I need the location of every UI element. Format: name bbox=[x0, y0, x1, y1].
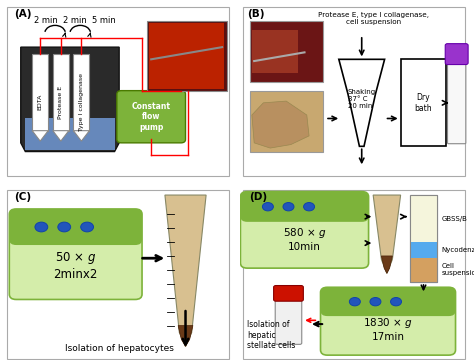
Text: Protease E: Protease E bbox=[58, 86, 64, 119]
Circle shape bbox=[58, 222, 71, 232]
Circle shape bbox=[283, 202, 294, 211]
Text: Nycodenz: Nycodenz bbox=[442, 247, 474, 253]
Bar bbox=[250, 21, 323, 82]
Circle shape bbox=[370, 297, 381, 306]
Bar bbox=[73, 54, 90, 131]
FancyBboxPatch shape bbox=[273, 285, 303, 301]
Text: 2 min  2 min  5 min: 2 min 2 min 5 min bbox=[35, 16, 116, 25]
Text: GBSS/B: GBSS/B bbox=[442, 215, 468, 222]
Text: 50 × $g$
2minx2: 50 × $g$ 2minx2 bbox=[54, 250, 98, 281]
Circle shape bbox=[303, 202, 315, 211]
Text: Constant
flow
pump: Constant flow pump bbox=[132, 102, 171, 132]
FancyBboxPatch shape bbox=[447, 55, 466, 144]
Text: 580 × $g$
10min: 580 × $g$ 10min bbox=[283, 226, 326, 252]
Text: (C): (C) bbox=[14, 191, 31, 202]
Text: EDTA: EDTA bbox=[38, 94, 43, 110]
Bar bbox=[32, 54, 48, 131]
Bar bbox=[410, 242, 437, 258]
FancyBboxPatch shape bbox=[117, 91, 185, 143]
Text: Isolation of hepatocytes: Isolation of hepatocytes bbox=[65, 344, 173, 353]
Bar bbox=[250, 91, 323, 151]
Circle shape bbox=[391, 297, 401, 306]
Text: Cell
suspension: Cell suspension bbox=[442, 264, 474, 276]
Circle shape bbox=[263, 202, 273, 211]
Circle shape bbox=[81, 222, 93, 232]
FancyBboxPatch shape bbox=[445, 44, 468, 64]
Bar bbox=[53, 54, 69, 131]
Polygon shape bbox=[382, 256, 392, 273]
Bar bbox=[25, 119, 115, 150]
Circle shape bbox=[349, 297, 360, 306]
Bar bbox=[410, 195, 437, 282]
Text: Shaking
37° C
20 min: Shaking 37° C 20 min bbox=[348, 89, 376, 109]
Polygon shape bbox=[252, 101, 309, 148]
Text: (A): (A) bbox=[14, 9, 31, 19]
FancyBboxPatch shape bbox=[320, 287, 456, 355]
Bar bbox=[410, 195, 437, 242]
Bar bbox=[410, 195, 437, 282]
FancyBboxPatch shape bbox=[9, 209, 142, 300]
Bar bbox=[146, 21, 227, 91]
Polygon shape bbox=[165, 195, 206, 347]
Text: Type I collagenase: Type I collagenase bbox=[79, 73, 84, 131]
Circle shape bbox=[35, 222, 48, 232]
Polygon shape bbox=[339, 59, 384, 146]
Bar bbox=[252, 30, 298, 73]
Text: (D): (D) bbox=[250, 191, 268, 202]
Polygon shape bbox=[73, 131, 90, 141]
Text: 1830 × $g$
17min: 1830 × $g$ 17min bbox=[363, 316, 413, 342]
Bar bbox=[149, 23, 224, 89]
Text: Dry
bath: Dry bath bbox=[415, 93, 432, 112]
Text: (B): (B) bbox=[247, 9, 265, 19]
FancyBboxPatch shape bbox=[320, 287, 456, 316]
Bar bbox=[401, 59, 447, 146]
Polygon shape bbox=[178, 325, 193, 347]
FancyBboxPatch shape bbox=[9, 209, 142, 245]
Bar bbox=[410, 258, 437, 282]
Polygon shape bbox=[32, 131, 48, 141]
FancyBboxPatch shape bbox=[240, 191, 369, 268]
FancyBboxPatch shape bbox=[275, 296, 302, 344]
Polygon shape bbox=[373, 195, 401, 273]
Text: Isolation of
hepatic
stellate cells: Isolation of hepatic stellate cells bbox=[247, 320, 296, 350]
FancyBboxPatch shape bbox=[240, 191, 369, 222]
Polygon shape bbox=[21, 47, 119, 151]
Polygon shape bbox=[53, 131, 69, 141]
Text: Protease E, type I collagenase,
cell suspension: Protease E, type I collagenase, cell sus… bbox=[318, 12, 428, 25]
